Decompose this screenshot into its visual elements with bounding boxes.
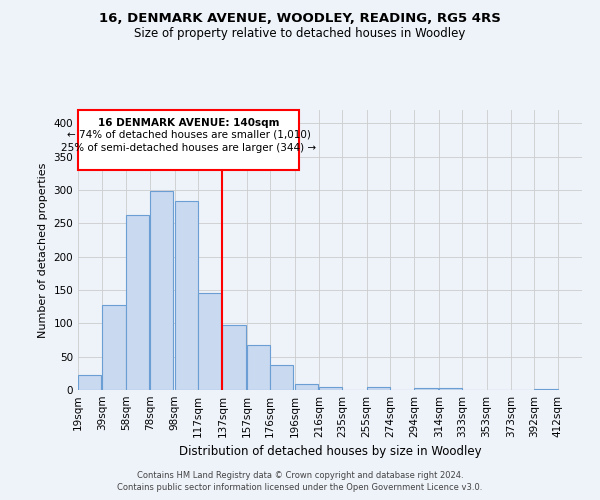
Bar <box>150 192 173 390</box>
Bar <box>247 344 270 390</box>
Bar <box>175 200 198 390</box>
Text: Contains HM Land Registry data © Crown copyright and database right 2024.: Contains HM Land Registry data © Crown c… <box>137 471 463 480</box>
Y-axis label: Number of detached properties: Number of detached properties <box>38 162 48 338</box>
Bar <box>223 324 245 390</box>
FancyBboxPatch shape <box>78 110 299 170</box>
Bar <box>439 388 462 390</box>
Text: Contains public sector information licensed under the Open Government Licence v3: Contains public sector information licen… <box>118 484 482 492</box>
Text: 16, DENMARK AVENUE, WOODLEY, READING, RG5 4RS: 16, DENMARK AVENUE, WOODLEY, READING, RG… <box>99 12 501 26</box>
Bar <box>319 386 342 390</box>
Bar <box>295 384 318 390</box>
Bar <box>126 214 149 390</box>
Bar <box>198 294 221 390</box>
Bar <box>270 366 293 390</box>
Bar <box>78 376 101 390</box>
Text: 16 DENMARK AVENUE: 140sqm: 16 DENMARK AVENUE: 140sqm <box>98 118 280 128</box>
X-axis label: Distribution of detached houses by size in Woodley: Distribution of detached houses by size … <box>179 446 481 458</box>
Text: Size of property relative to detached houses in Woodley: Size of property relative to detached ho… <box>134 28 466 40</box>
Bar <box>415 388 437 390</box>
Bar <box>367 388 390 390</box>
Bar <box>534 388 557 390</box>
Text: ← 74% of detached houses are smaller (1,010): ← 74% of detached houses are smaller (1,… <box>67 130 311 140</box>
Text: 25% of semi-detached houses are larger (344) →: 25% of semi-detached houses are larger (… <box>61 144 316 154</box>
Bar <box>103 304 126 390</box>
